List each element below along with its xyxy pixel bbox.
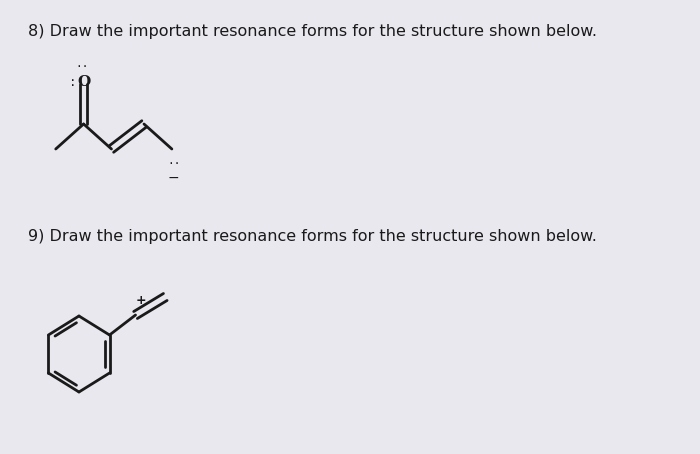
Text: ··: ·· — [75, 62, 88, 72]
Text: 9) Draw the important resonance forms for the structure shown below.: 9) Draw the important resonance forms fo… — [28, 229, 596, 244]
Text: −: − — [168, 171, 179, 185]
Text: 8) Draw the important resonance forms for the structure shown below.: 8) Draw the important resonance forms fo… — [28, 24, 597, 39]
Text: :: : — [69, 75, 76, 89]
Text: +: + — [136, 294, 146, 307]
Text: ··: ·· — [167, 159, 181, 169]
Text: O: O — [77, 75, 90, 89]
